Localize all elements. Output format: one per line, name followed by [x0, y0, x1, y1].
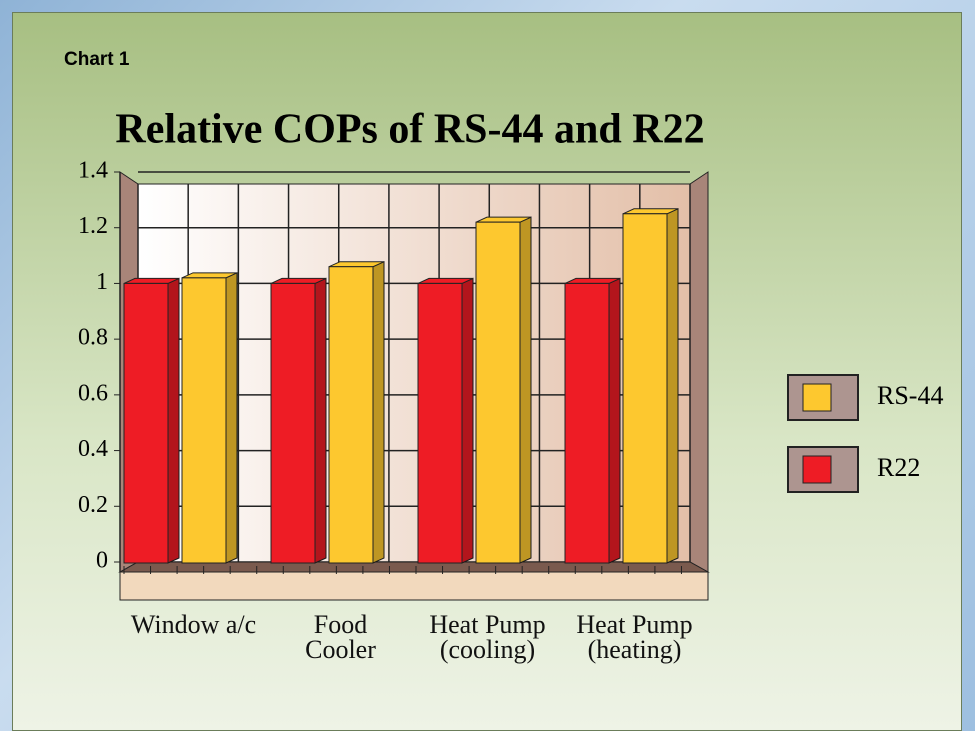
bar-side [461, 277, 474, 564]
bar [328, 260, 385, 564]
bar [564, 277, 621, 564]
bar-front [123, 282, 169, 564]
legend-swatch [802, 383, 832, 412]
bar-front [564, 282, 610, 564]
x-tick-label: Heat Pump (cooling) [429, 610, 546, 664]
right-wall [689, 171, 709, 573]
bar [622, 208, 679, 564]
chart-title: Relative COPs of RS-44 and R22 [115, 107, 704, 153]
y-tick-label: 1.2 [78, 213, 108, 239]
bar-front [328, 266, 374, 564]
bar [181, 272, 238, 564]
bar-top [123, 277, 180, 284]
x-tick-label: Window a/c [130, 610, 257, 639]
bar-front [622, 213, 668, 564]
bar-side [314, 277, 327, 564]
legend-label: RS-44 [877, 381, 943, 410]
bar-side [608, 277, 621, 564]
y-tick-label: 0.6 [78, 380, 108, 406]
bar [417, 277, 474, 564]
bar-side [167, 277, 180, 564]
legend-swatch [802, 455, 832, 484]
bar-top [270, 277, 327, 284]
bar-front [270, 282, 316, 564]
legend-label: R22 [877, 453, 920, 482]
bar-top [475, 216, 532, 223]
x-tick-label: Heat Pump (heating) [576, 610, 693, 664]
y-tick-label: 0.8 [78, 325, 108, 351]
bar [270, 277, 327, 564]
bar-side [225, 272, 238, 564]
bar-front [475, 221, 521, 564]
bar-front [181, 277, 227, 564]
base [119, 571, 709, 601]
bar-side [666, 208, 679, 564]
x-tick-label: Food Cooler [305, 610, 376, 664]
bar-top [328, 261, 385, 268]
y-tick-label: 0.2 [78, 492, 108, 518]
chart-label: Chart 1 [64, 49, 130, 70]
bar-top [417, 277, 474, 284]
bar-side [372, 260, 385, 564]
bar-top [181, 272, 238, 279]
bar-side [519, 216, 532, 564]
bar [123, 277, 180, 564]
bar-top [564, 277, 621, 284]
y-tick-label: 1.4 [78, 158, 108, 184]
bar-front [417, 282, 463, 564]
y-tick-label: 1 [96, 269, 108, 295]
y-tick-label: 0 [96, 548, 108, 574]
bar [475, 216, 532, 564]
bar-top [622, 208, 679, 215]
y-tick-label: 0.4 [78, 436, 108, 462]
